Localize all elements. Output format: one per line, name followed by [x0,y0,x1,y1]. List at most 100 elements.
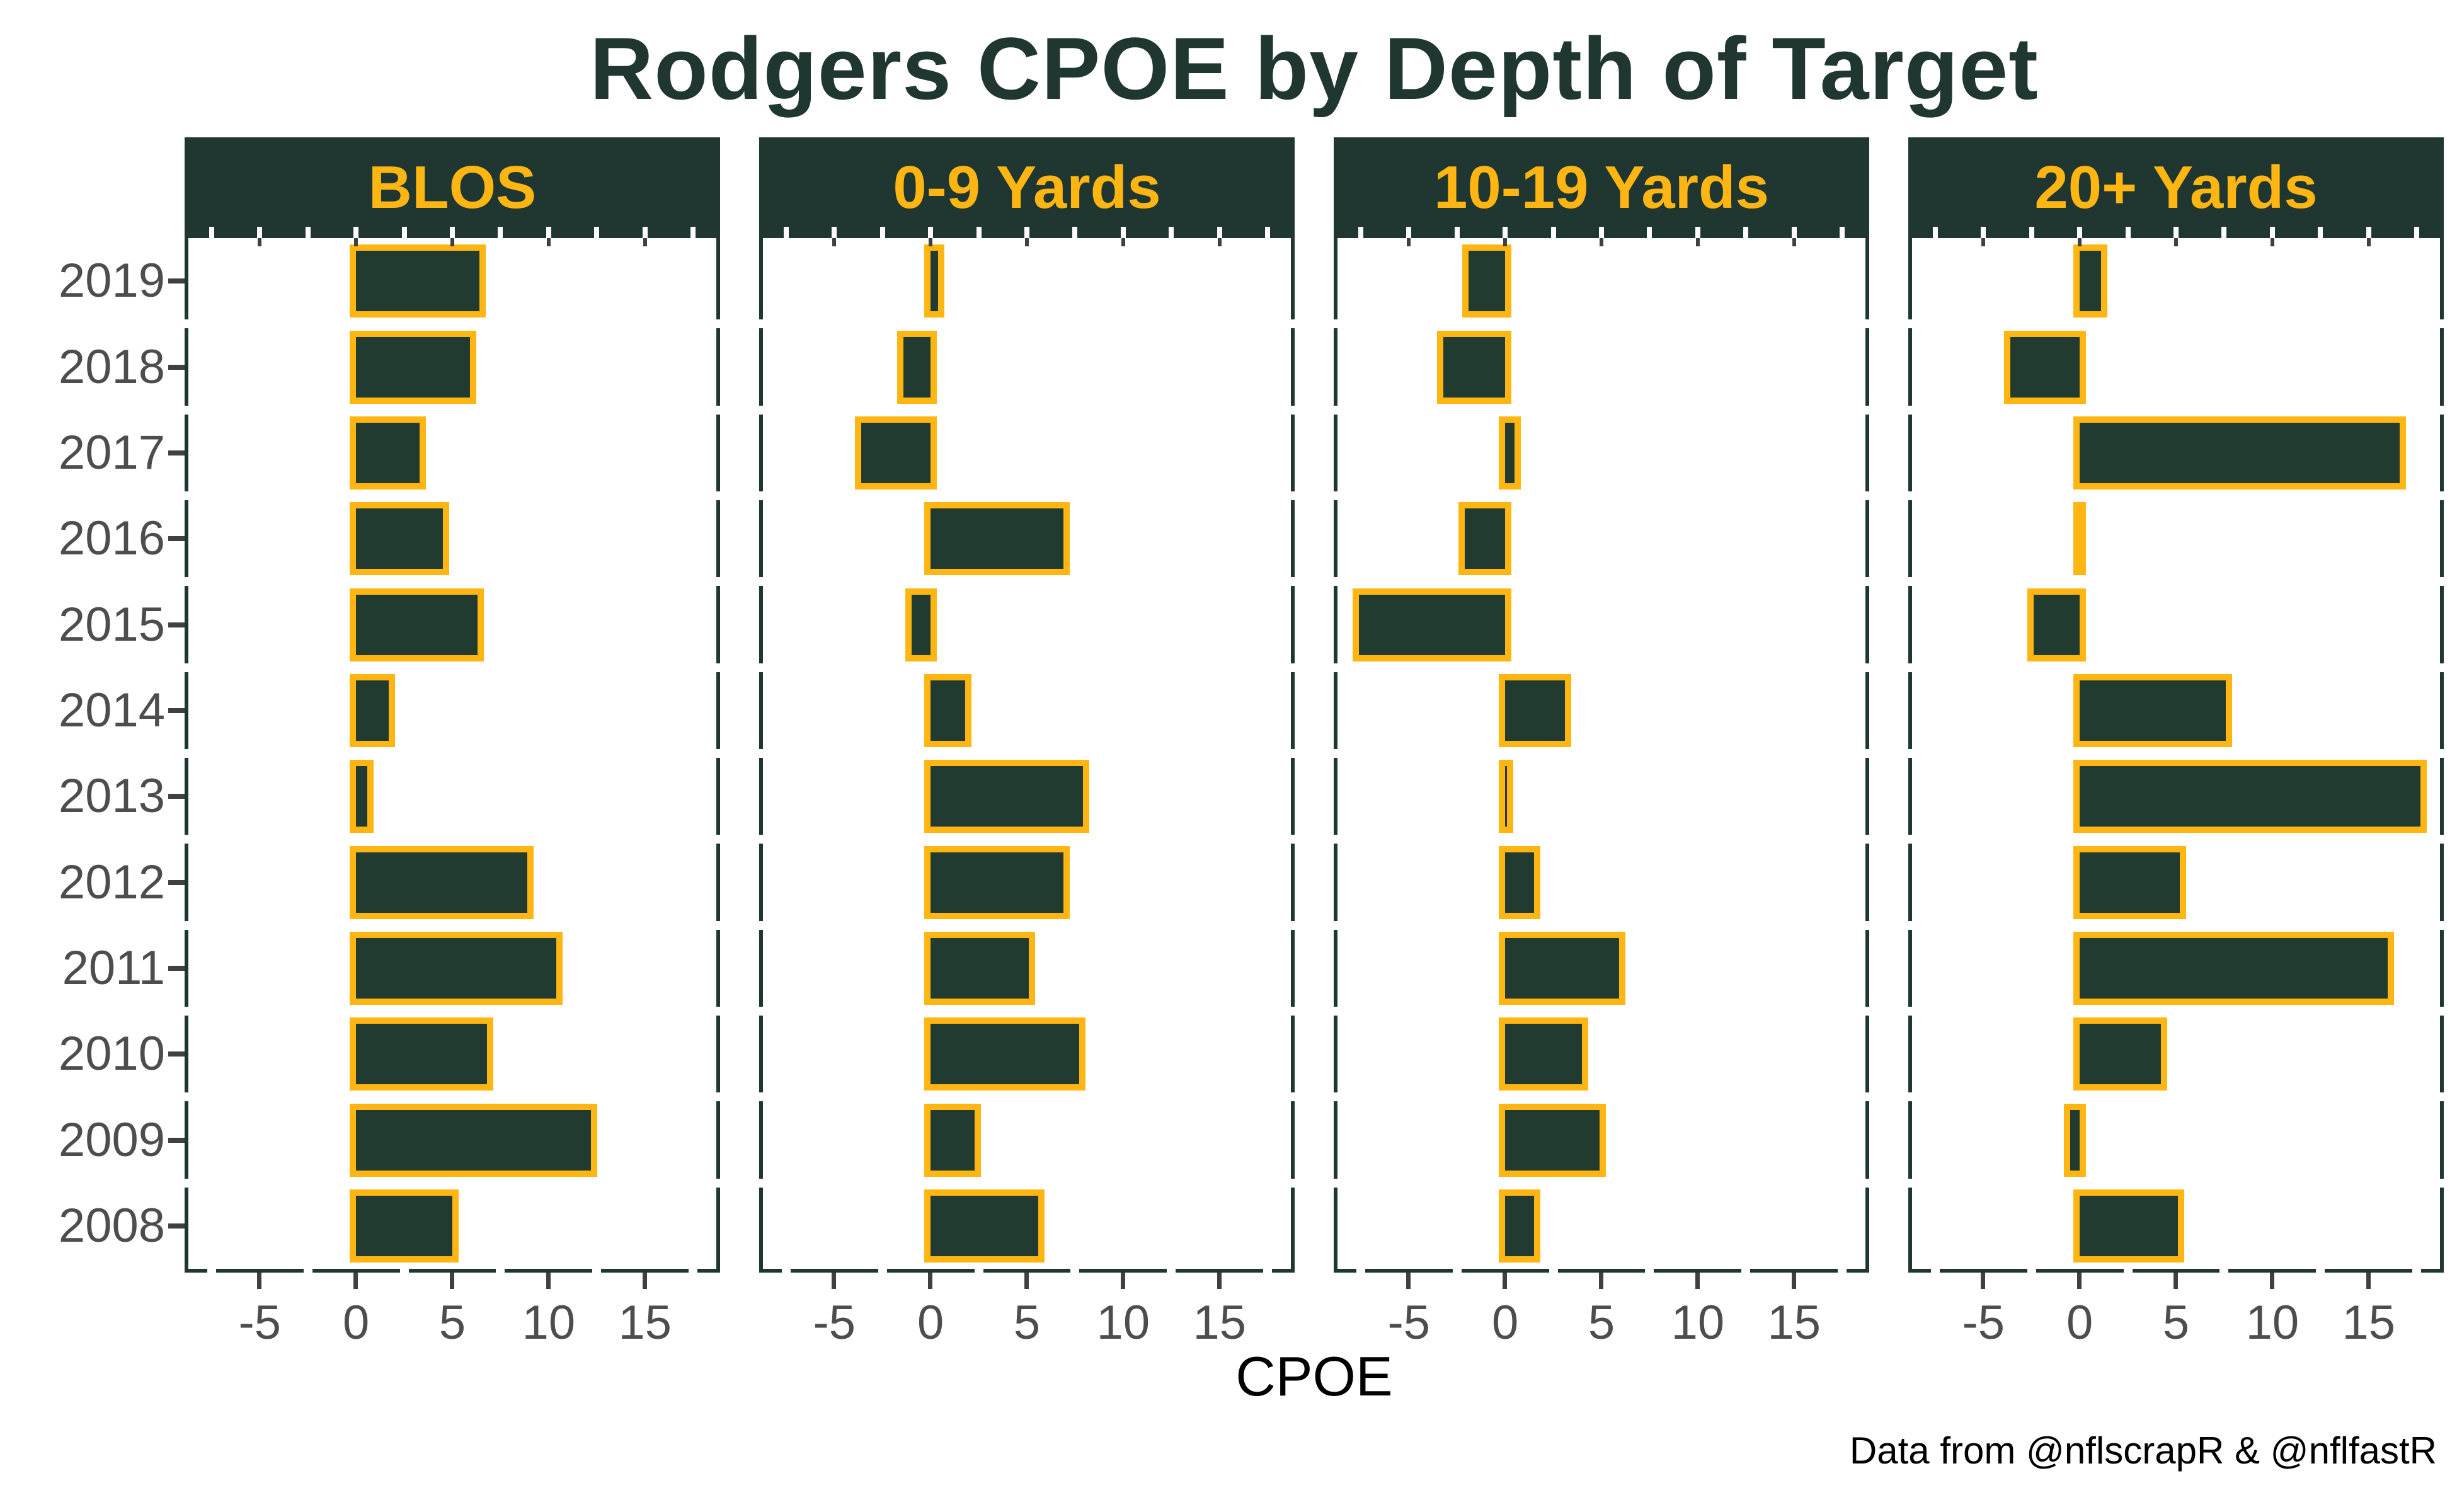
x-axis-minor-tick [399,1269,409,1273]
bar-1019Yards-2019 [1462,244,1512,318]
y-axis-minor-tick [1333,405,1338,415]
panel-border-bottom [1334,1269,1869,1273]
x-axis-top-tick [928,227,934,238]
x-axis-tick [546,1273,551,1289]
y-axis-minor-tick [1865,920,1870,930]
y-axis-minor-tick [759,835,764,844]
x-tick-label: 10 [1671,1296,1725,1349]
x-axis-top-tick-major [643,238,647,246]
y-axis-minor-tick [184,491,189,500]
bar-20Yards-2012 [2073,845,2187,919]
x-axis-tick [450,1273,454,1289]
x-axis-tick [1599,1273,1603,1289]
y-axis-minor-tick [1865,577,1870,587]
x-axis-tick [2269,1273,2274,1289]
x-axis-minor-tick [1356,1269,1365,1273]
y-axis-minor-tick [1333,1178,1338,1188]
y-axis-minor-tick [1908,577,1913,587]
y-axis-minor-tick [716,749,721,758]
y-axis-tick [168,965,185,971]
x-axis-top-tick [879,227,885,238]
x-axis-tick [353,1273,358,1289]
y-axis-label: 2011 [62,941,165,995]
y-axis-minor-tick [184,663,189,672]
x-axis-top-tick [2269,227,2275,238]
bar-20Yards-2015 [2027,588,2087,662]
y-axis-minor-tick [1290,920,1295,930]
bar-1019Yards-2016 [1458,502,1512,576]
x-tick-label: 15 [618,1296,672,1349]
bar-09Yards-2008 [924,1189,1045,1263]
y-axis-label: 2019 [58,254,165,308]
y-axis-minor-tick [1908,663,1913,672]
x-axis-top-tick [1647,227,1652,238]
x-axis-top-tick [498,227,503,238]
x-axis-top-tick [546,227,551,238]
y-axis-minor-tick [1865,835,1870,844]
bar-BLOS-2014 [350,673,396,747]
y-axis-minor-tick [716,405,721,415]
x-axis-top-tick [2077,227,2083,238]
y-axis-label: 2008 [58,1198,165,1252]
y-axis-minor-tick [1333,749,1338,758]
bar-20Yards-2011 [2073,931,2395,1005]
y-axis-minor-tick [1865,1178,1870,1188]
y-axis-minor-tick [759,491,764,500]
y-axis-minor-tick [759,577,764,587]
bar-09Yards-2009 [924,1103,982,1177]
x-axis-top-tick-major [546,238,551,246]
y-axis-minor-tick [1333,663,1338,672]
x-axis-top-tick [1072,227,1078,238]
bar-BLOS-2008 [350,1189,459,1263]
y-axis-minor-tick [184,920,189,930]
x-axis-minor-tick [592,1269,602,1273]
x-axis-top-tick [450,227,455,238]
y-axis-minor-tick [759,1092,764,1102]
bar-09Yards-2014 [924,673,972,747]
y-axis-minor-tick [184,1007,189,1016]
x-axis-top-tick [2125,227,2131,238]
x-axis-minor-tick [1549,1269,1558,1273]
x-axis-top-tick [690,227,696,238]
x-tick-label: 5 [1588,1296,1615,1349]
y-axis-minor-tick [1865,491,1870,500]
x-tick-label: 15 [1193,1296,1247,1349]
bar-20Yards-2014 [2073,673,2233,747]
y-axis-minor-tick [1333,835,1338,844]
x-axis-top-tick [1358,227,1363,238]
x-axis-top-tick-major [2078,238,2082,246]
x-tick-label: -5 [813,1296,856,1349]
x-axis-top-tick [1454,227,1460,238]
facet-strip-label: BLOS [368,154,537,221]
y-axis-label: 2018 [58,340,165,394]
bar-1019Yards-2018 [1437,330,1512,404]
x-axis-minor-tick [1838,1269,1847,1273]
x-tick-label: 10 [522,1296,576,1349]
x-axis-tick [928,1273,933,1289]
bar-BLOS-2019 [350,244,486,318]
panel-body [1912,238,2440,1269]
x-axis-tick [257,1273,262,1289]
y-axis-tick [168,364,185,370]
x-axis-top-tick-major [832,238,837,246]
y-axis-minor-tick [1290,663,1295,672]
x-axis-tick [1024,1273,1029,1289]
bar-20Yards-2018 [2004,330,2087,404]
x-axis-top-tick [1981,227,1986,238]
y-axis-minor-tick [1290,1178,1295,1188]
x-axis-top-tick-major [2366,238,2371,246]
x-axis-top-tick-major [1792,238,1796,246]
y-axis-label: 2015 [58,597,165,651]
x-tick-label: 0 [342,1296,370,1349]
y-axis-label: 2010 [58,1027,165,1081]
bar-1019Yards-2014 [1499,673,1571,747]
y-axis-minor-tick [1908,405,1913,415]
x-tick-label: -5 [238,1296,282,1349]
bar-1019Yards-2010 [1499,1017,1589,1091]
y-axis-minor-tick [1290,577,1295,587]
facet-strip-label: 0-9 Yards [893,154,1161,221]
x-axis-tick [832,1273,837,1289]
x-axis-top-tick [1120,227,1126,238]
y-axis-minor-tick [716,577,721,587]
y-axis-minor-tick [2439,491,2444,500]
